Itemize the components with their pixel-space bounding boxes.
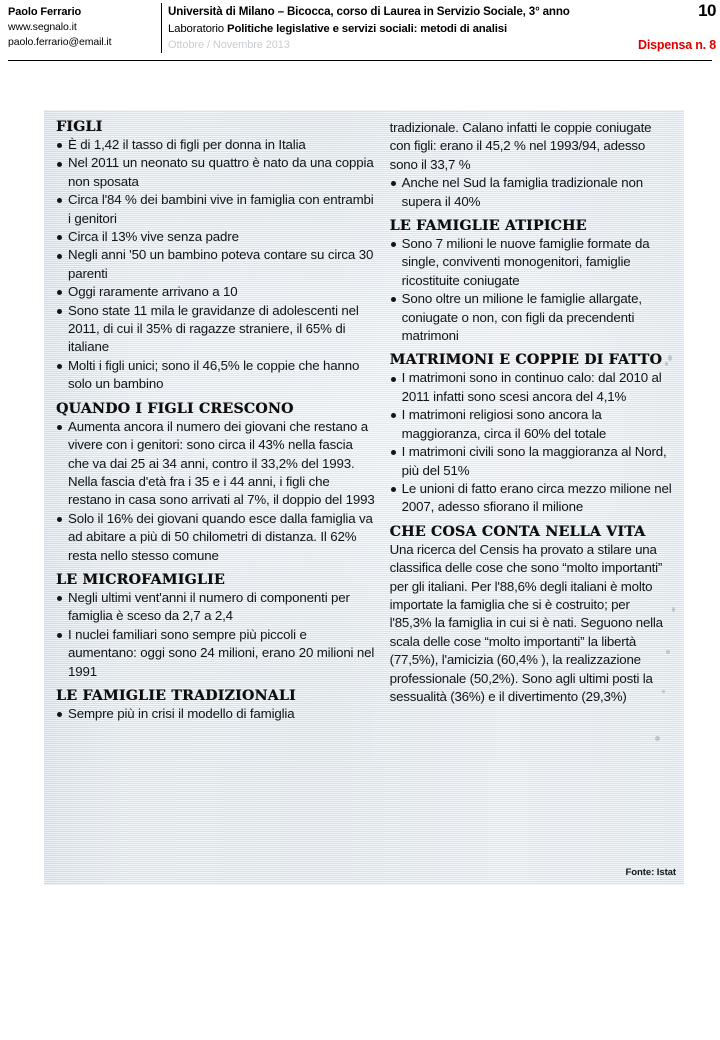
- header-rule: [8, 60, 712, 62]
- section-heading: CHE COSA CONTA NELLA VITA: [389, 523, 646, 540]
- article-left-column: FIGLI È di 1,42 il tasso di figli per don…: [56, 119, 382, 879]
- body-paragraph: Una ricerca del Censis ha provato a stil…: [389, 541, 663, 704]
- bullet-item: Sono 7 milioni le nuove famiglie formate…: [390, 235, 672, 290]
- author-email: paolo.ferrario@email.it: [8, 36, 112, 48]
- bullet-item: Negli anni '50 un bambino poteva contare…: [56, 246, 376, 283]
- dispensa-label: Dispensa n. 8: [638, 38, 716, 52]
- bullet-list: Aumenta ancora il numero dei giovani che…: [56, 418, 376, 565]
- scanned-article: FIGLI È di 1,42 il tasso di figli per don…: [44, 110, 684, 885]
- bullet-item: Anche nel Sud la famiglia tradizionale n…: [390, 174, 672, 211]
- bullet-item: I matrimoni religiosi sono ancora la mag…: [390, 406, 672, 443]
- bullet-item: Sono state 11 mila le gravidanze di adol…: [56, 302, 376, 357]
- bullet-item: Circa il 13% vive senza padre: [56, 228, 376, 246]
- author-block: Paolo Ferrario www.segnalo.it paolo.ferr…: [8, 5, 158, 50]
- bullet-list: I matrimoni sono in continuo calo: dal 2…: [390, 369, 672, 516]
- bullet-list: È di 1,42 il tasso di figli per donna in…: [56, 136, 376, 394]
- bullet-item: I matrimoni sono in continuo calo: dal 2…: [390, 369, 672, 406]
- course-block: Università di Milano – Bicocca, corso di…: [168, 4, 713, 53]
- bullet-list: Negli ultimi vent'anni il numero di comp…: [56, 589, 376, 681]
- section-heading: FIGLI: [56, 119, 103, 135]
- section-heading: LE FAMIGLIE TRADIZIONALI: [56, 687, 296, 704]
- bullet-item: Sempre più in crisi il modello di famigl…: [56, 705, 376, 723]
- section-heading: MATRIMONI E COPPIE DI FATTO: [389, 352, 663, 369]
- scan-speck-icon: [665, 362, 668, 366]
- bullet-item: Circa l'84 % dei bambini vive in famigli…: [56, 191, 376, 228]
- header-divider: [161, 3, 162, 53]
- page-header: Paolo Ferrario www.segnalo.it paolo.ferr…: [0, 0, 720, 62]
- continuation-text: tradizionale. Calano infatti le coppie c…: [389, 120, 652, 172]
- section-heading: QUANDO I FIGLI CRESCONO: [56, 400, 294, 417]
- bullet-list: Sempre più in crisi il modello di famigl…: [56, 705, 376, 723]
- page-number: 10: [698, 1, 716, 20]
- bullet-item: È di 1,42 il tasso di figli per donna in…: [56, 136, 376, 154]
- scan-speck-icon: [672, 607, 675, 612]
- bullet-item: Le unioni di fatto erano circa mezzo mil…: [390, 480, 672, 517]
- bullet-item: Sono oltre un milione le famiglie allarg…: [390, 290, 672, 345]
- lab-title: Politiche legislative e servizi sociali:…: [227, 23, 507, 35]
- lab-prefix: Laboratorio: [168, 23, 227, 35]
- lab-line: Laboratorio Politiche legislative e serv…: [168, 21, 713, 37]
- bullet-item: I nuclei familiari sono sempre più picco…: [56, 626, 376, 681]
- scan-speck-icon: [655, 736, 660, 741]
- date-line: Ottobre / Novembre 2013: [168, 39, 290, 51]
- bullet-item: Aumenta ancora il numero dei giovani che…: [56, 418, 376, 510]
- bullet-item: Oggi raramente arrivano a 10: [56, 283, 376, 301]
- scan-speck-icon: [662, 690, 665, 693]
- bullet-item: Negli ultimi vent'anni il numero di comp…: [56, 589, 376, 626]
- scan-speck-icon: [668, 355, 672, 361]
- article-right-column: tradizionale. Calano infatti le coppie c…: [382, 119, 672, 879]
- bullet-list: Anche nel Sud la famiglia tradizionale n…: [390, 174, 672, 211]
- scan-speck-icon: [666, 650, 670, 654]
- bullet-list: Sono 7 milioni le nuove famiglie formate…: [390, 235, 672, 345]
- bullet-item: Molti i figli unici; sono il 46,5% le co…: [56, 357, 376, 394]
- source-note: Fonte: Istat: [625, 867, 677, 878]
- bullet-item: Nel 2011 un neonato su quattro è nato da…: [56, 154, 376, 191]
- bullet-item: Solo il 16% dei giovani quando esce dall…: [56, 510, 376, 565]
- course-line: Università di Milano – Bicocca, corso di…: [168, 5, 570, 18]
- author-name: Paolo Ferrario: [8, 6, 82, 18]
- author-website: www.segnalo.it: [8, 21, 77, 33]
- section-heading: LE FAMIGLIE ATIPICHE: [389, 218, 587, 235]
- bullet-item: I matrimoni civili sono la maggioranza a…: [390, 443, 672, 480]
- section-heading: LE MICROFAMIGLIE: [56, 571, 225, 588]
